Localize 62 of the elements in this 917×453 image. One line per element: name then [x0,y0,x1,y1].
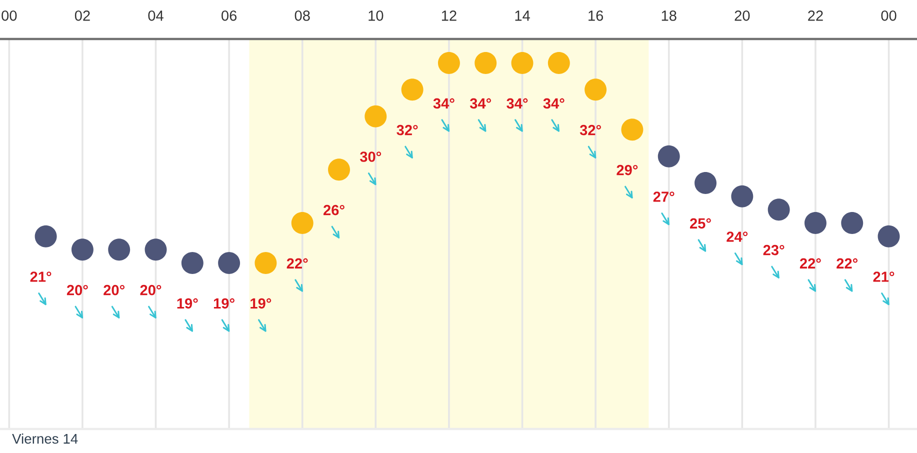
x-tick-label: 00 [2,10,17,21]
x-tick-label: 22 [808,10,823,21]
x-tick-label: 20 [734,10,750,21]
point [694,172,717,194]
data-label: 21° [873,272,894,282]
point [254,252,277,274]
data-label: 24° [726,232,748,242]
point [768,198,790,221]
data-label: 25° [690,218,711,229]
x-tick-label: 18 [662,10,676,21]
point [181,252,204,274]
point [328,158,350,181]
point [34,225,57,248]
data-label: 32° [396,124,418,136]
point [218,252,240,274]
point [804,212,826,234]
data-label: 19° [177,298,198,309]
data-label: 34° [506,98,528,109]
point [438,52,460,74]
data-label: 20° [140,284,162,296]
x-tick-label: 08 [294,10,310,21]
x-tick-label: 00 [881,10,896,21]
x-tick-label: 10 [368,10,384,21]
data-label: 19° [250,298,272,309]
point [548,52,570,74]
point [144,238,167,261]
data-label: 29° [616,164,638,176]
data-label: 30° [360,152,382,162]
x-tick-label: 02 [74,10,90,21]
point [401,78,424,101]
data-label: 22° [286,258,308,268]
point [621,118,644,141]
data-label: 21° [30,272,52,282]
data-label: 26° [324,204,344,216]
point [511,52,534,74]
data-label: 34° [470,98,492,109]
point [108,238,130,261]
x-tick-label: 14 [515,10,530,21]
data-label: 27° [653,192,674,202]
data-label: 22° [836,258,858,268]
point [841,212,864,234]
point [474,52,497,74]
data-label: 20° [66,284,88,296]
x-tick-label: 12 [442,10,456,21]
data-label: 34° [433,98,454,109]
data-label: 23° [763,244,784,256]
point [364,105,387,128]
text: Viernes 14 [12,434,78,444]
data-label: 22° [800,258,821,268]
point [731,185,754,208]
point [291,212,314,234]
point [584,78,607,101]
point [71,238,94,261]
data-label: 20° [104,284,125,296]
data-label: 34° [543,98,564,109]
data-label: 19° [214,298,234,309]
point [658,145,680,168]
x-tick-label: 16 [588,10,604,21]
point [878,225,900,248]
x-tick-label: 04 [148,10,164,21]
x-tick-label: 06 [222,10,237,21]
data-label: 32° [580,124,601,136]
